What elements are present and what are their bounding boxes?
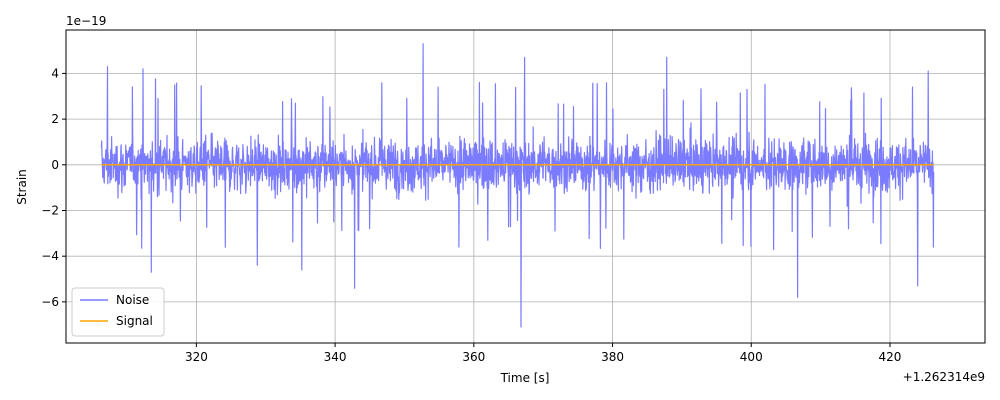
x-tick-label: 320 [185,350,208,364]
x-axis-label: Time [s] [500,371,550,385]
legend-signal-label: Signal [116,314,153,328]
y-tick-label: −2 [41,203,59,217]
x-tick-label: 380 [601,350,624,364]
noise-series-line [100,43,935,328]
ticks: 320 340 360 380 400 420 −6 −4 −2 0 2 4 [41,66,901,364]
y-tick-label: −6 [41,295,59,309]
y-tick-label: −4 [41,249,59,263]
plot-frame [65,29,986,344]
legend: Noise Signal [71,287,165,337]
x-tick-label: 360 [462,350,485,364]
legend-noise-label: Noise [116,293,149,307]
y-tick-label: 4 [51,66,59,80]
x-tick-label: 420 [879,350,902,364]
y-scale-label: 1e−19 [66,14,106,28]
y-axis-label: Strain [15,169,29,205]
series-layer [100,43,935,328]
x-tick-label: 340 [324,350,347,364]
x-tick-label: 400 [740,350,763,364]
y-tick-label: 2 [51,112,59,126]
y-tick-label: 0 [51,158,59,172]
x-offset-label: +1.262314e9 [903,370,985,384]
